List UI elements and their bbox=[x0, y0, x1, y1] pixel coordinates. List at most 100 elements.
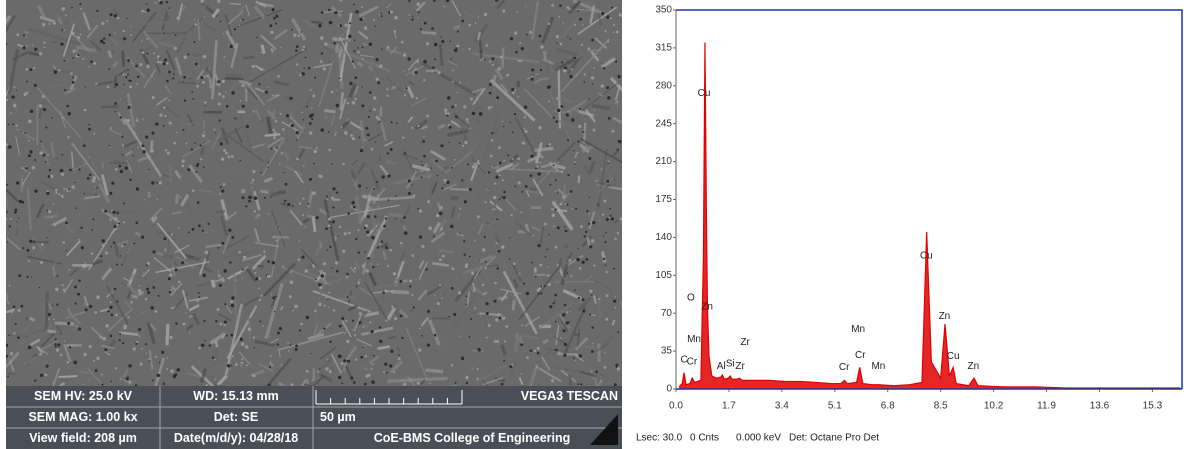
texture-dot bbox=[476, 368, 479, 371]
texture-dot bbox=[188, 332, 191, 334]
texture-dot bbox=[580, 383, 583, 386]
texture-stroke bbox=[514, 332, 520, 352]
texture-dot bbox=[549, 183, 552, 186]
texture-stroke bbox=[100, 174, 109, 196]
texture-dot bbox=[509, 37, 514, 41]
texture-stroke bbox=[215, 210, 226, 214]
texture-stroke bbox=[174, 169, 182, 179]
texture-stroke bbox=[15, 230, 18, 236]
texture-dot bbox=[390, 349, 394, 353]
texture-dot bbox=[60, 172, 65, 176]
texture-dot bbox=[306, 105, 309, 108]
texture-dot bbox=[168, 7, 171, 9]
texture-stroke bbox=[238, 351, 251, 366]
texture-dot bbox=[15, 89, 18, 92]
texture-dot bbox=[10, 309, 14, 313]
texture-dot bbox=[389, 147, 393, 151]
texture-dot bbox=[224, 303, 227, 306]
texture-stroke bbox=[39, 15, 55, 23]
texture-dot bbox=[129, 25, 132, 28]
texture-stroke bbox=[181, 6, 186, 12]
texture-stroke bbox=[151, 215, 158, 224]
texture-dot bbox=[108, 33, 112, 37]
texture-dot bbox=[323, 304, 326, 307]
sem-info-text: CoE-BMS College of Engineering bbox=[374, 431, 571, 445]
texture-dot bbox=[386, 152, 389, 155]
texture-dot bbox=[483, 235, 486, 239]
texture-stroke bbox=[558, 323, 565, 332]
texture-stroke bbox=[528, 363, 539, 386]
texture-dot bbox=[563, 69, 567, 73]
peak-label: Zn bbox=[939, 311, 951, 322]
texture-dot bbox=[222, 95, 225, 98]
texture-dot bbox=[176, 131, 178, 133]
texture-stroke bbox=[290, 18, 307, 41]
texture-dot bbox=[68, 268, 71, 271]
texture-stroke bbox=[478, 254, 494, 264]
texture-dot bbox=[159, 361, 161, 364]
texture-stroke bbox=[222, 249, 258, 260]
texture-dot bbox=[75, 325, 78, 328]
texture-stroke bbox=[524, 315, 541, 327]
texture-dot bbox=[217, 247, 220, 249]
texture-dot bbox=[112, 210, 116, 215]
texture-dot bbox=[468, 23, 472, 27]
texture-dot bbox=[220, 157, 225, 161]
texture-dot bbox=[451, 267, 455, 271]
texture-dot bbox=[482, 248, 486, 252]
texture-stroke bbox=[574, 332, 581, 337]
texture-dot bbox=[411, 126, 414, 129]
texture-dot bbox=[96, 186, 98, 189]
footer-text: Det: Octane Pro Det bbox=[789, 433, 879, 444]
texture-dot bbox=[298, 202, 302, 205]
texture-dot bbox=[32, 318, 35, 321]
texture-stroke bbox=[580, 137, 622, 164]
texture-stroke bbox=[277, 331, 344, 352]
texture-dot bbox=[125, 76, 128, 79]
texture-dot bbox=[150, 306, 154, 310]
texture-dot bbox=[295, 344, 298, 348]
texture-dot bbox=[399, 241, 403, 245]
texture-stroke bbox=[370, 169, 380, 190]
texture-dot bbox=[278, 326, 282, 331]
texture-dot bbox=[115, 313, 118, 317]
texture-stroke bbox=[476, 223, 485, 236]
texture-stroke bbox=[223, 132, 264, 163]
texture-stroke bbox=[73, 163, 87, 171]
texture-stroke bbox=[224, 13, 233, 37]
texture-dot bbox=[386, 94, 389, 97]
texture-dot bbox=[312, 264, 315, 268]
texture-dot bbox=[48, 318, 50, 320]
texture-dot bbox=[575, 74, 578, 77]
texture-stroke bbox=[238, 37, 254, 51]
texture-dot bbox=[32, 44, 34, 47]
texture-dot bbox=[488, 91, 492, 95]
texture-dot bbox=[280, 152, 284, 155]
texture-dot bbox=[433, 333, 437, 337]
texture-stroke bbox=[377, 294, 386, 314]
texture-stroke bbox=[507, 292, 522, 303]
texture-dot bbox=[173, 46, 177, 50]
texture-dot bbox=[520, 343, 524, 347]
texture-stroke bbox=[552, 17, 580, 47]
texture-dot bbox=[34, 47, 38, 51]
texture-stroke bbox=[240, 189, 246, 194]
sem-info-text: 50 µm bbox=[320, 410, 356, 424]
texture-dot bbox=[364, 138, 367, 141]
texture-stroke bbox=[187, 205, 193, 215]
texture-stroke bbox=[255, 241, 280, 248]
texture-dot bbox=[107, 309, 110, 313]
texture-dot bbox=[255, 277, 259, 281]
texture-dot bbox=[502, 196, 506, 200]
texture-stroke bbox=[387, 335, 396, 340]
texture-dot bbox=[473, 307, 477, 310]
texture-dot bbox=[218, 92, 222, 96]
texture-dot bbox=[191, 189, 195, 193]
texture-dot bbox=[121, 144, 125, 147]
texture-stroke bbox=[351, 177, 359, 191]
texture-stroke bbox=[368, 272, 377, 287]
texture-dot bbox=[412, 194, 416, 198]
texture-dot bbox=[581, 260, 585, 264]
texture-dot bbox=[569, 74, 573, 79]
texture-dot bbox=[313, 162, 315, 165]
